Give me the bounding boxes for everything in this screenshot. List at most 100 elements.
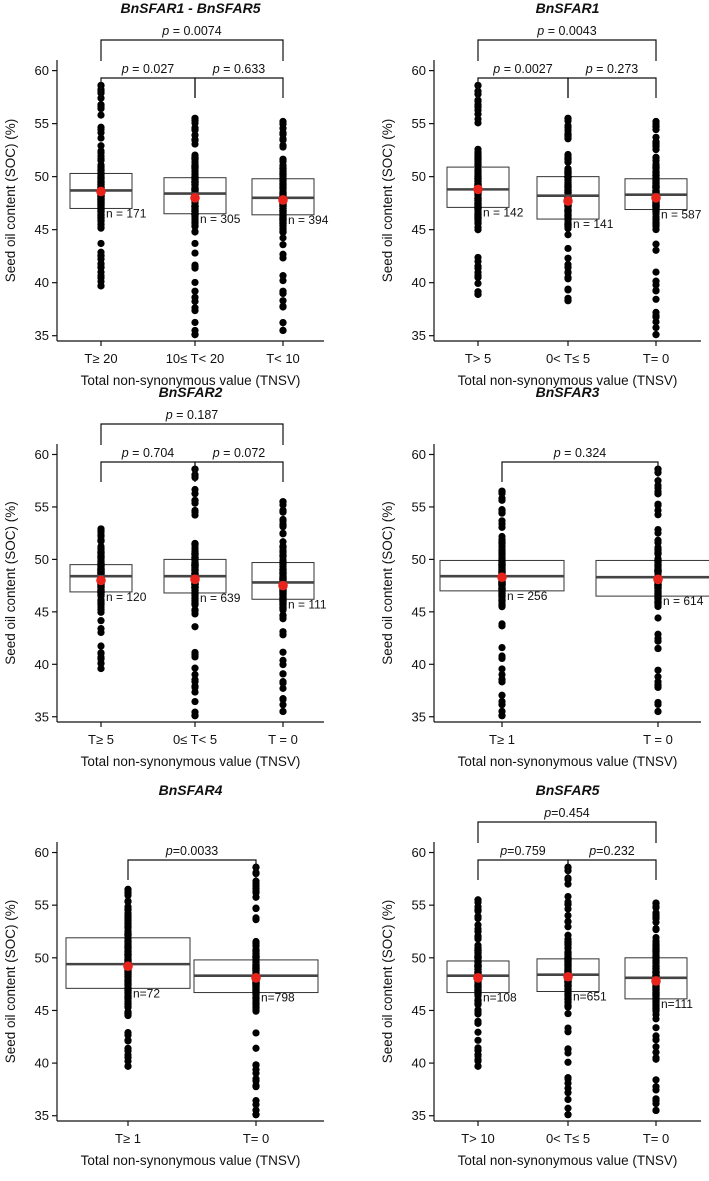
- data-point: [191, 318, 199, 327]
- data-point: [279, 234, 287, 242]
- data-point: [252, 904, 260, 912]
- p-symbol: p: [588, 844, 596, 858]
- n-label: n = 120: [106, 590, 147, 604]
- p-symbol: p: [121, 446, 129, 460]
- data-point: [652, 1097, 660, 1105]
- data-point: [652, 324, 660, 332]
- data-point: [124, 898, 132, 906]
- p-value-label: p = 0.0043: [536, 24, 596, 38]
- data-point: [652, 240, 660, 248]
- data-point: [564, 275, 572, 283]
- box-group: T< 10 n = 394: [251, 117, 329, 366]
- y-tick-label: 60: [35, 845, 49, 860]
- data-point: [474, 1017, 482, 1025]
- data-point-max: [652, 117, 660, 126]
- data-point: [279, 523, 287, 531]
- data-point: [654, 501, 662, 510]
- y-tick-label: 55: [35, 116, 49, 131]
- data-point: [652, 933, 660, 942]
- data-point: [191, 565, 199, 574]
- data-point: [279, 164, 287, 172]
- data-point: [564, 900, 572, 909]
- data-point: [124, 986, 132, 994]
- data-point-max: [279, 498, 287, 506]
- data-point: [564, 153, 572, 162]
- mean-marker: [651, 193, 661, 203]
- n-label: n=111: [661, 997, 693, 1011]
- data-point: [191, 261, 199, 269]
- y-tick-label: 45: [412, 604, 426, 619]
- data-point: [191, 485, 199, 494]
- data-point: [564, 880, 572, 888]
- x-tick-label: T≥ 20: [84, 351, 117, 366]
- data-point: [279, 302, 287, 310]
- data-point: [191, 496, 199, 504]
- data-point: [279, 254, 287, 262]
- data-point: [191, 697, 199, 706]
- y-tick-label: 40: [35, 275, 49, 290]
- data-point: [498, 554, 506, 562]
- data-point: [279, 508, 287, 516]
- data-point-max: [474, 896, 482, 904]
- x-axis-label: Total non-synonymous value (TNSV): [458, 754, 678, 769]
- data-point: [654, 566, 662, 574]
- y-tick-label: 50: [35, 552, 49, 567]
- data-points: [652, 899, 660, 1115]
- data-point: [564, 951, 572, 959]
- data-point: [654, 666, 662, 674]
- y-tick-label: 40: [35, 657, 49, 672]
- data-point: [564, 1002, 572, 1010]
- data-point: [191, 136, 199, 144]
- p-value-label: p = 0.633: [212, 62, 266, 76]
- data-point: [564, 958, 572, 966]
- y-tick-label: 60: [35, 447, 49, 462]
- data-point: [279, 695, 287, 703]
- data-point: [124, 976, 132, 985]
- data-point: [279, 543, 287, 551]
- data-point: [191, 506, 199, 515]
- data-point: [124, 944, 132, 952]
- data-point: [654, 614, 662, 622]
- panel-5: BnSFAR4 35 40 45 50 55 60 Seed oil content (SOC…: [3, 782, 324, 1168]
- data-point: [654, 698, 662, 707]
- data-point: [97, 134, 105, 142]
- significance-bracket: p = 0.0074: [100, 24, 284, 61]
- mean-marker: [251, 973, 261, 983]
- n-label: n = 614: [663, 594, 704, 608]
- p-symbol: p: [492, 62, 500, 76]
- significance-bracket: p=0.0033: [127, 844, 257, 880]
- data-point: [97, 617, 105, 625]
- data-point: [654, 644, 662, 653]
- bracket-line: [567, 77, 657, 98]
- y-tick-label: 35: [35, 709, 49, 724]
- y-axis-label: Seed oil content (SOC) (%): [380, 119, 395, 283]
- y-axis-label: Seed oil content (SOC) (%): [380, 900, 395, 1064]
- data-point: [97, 592, 105, 600]
- data-point: [564, 223, 572, 231]
- panel-4: BnSFAR3 35 40 45 50 55 60 Seed oil content (SOC…: [380, 384, 709, 769]
- y-tick-label: 45: [35, 604, 49, 619]
- significance-bracket: p = 0.0027: [477, 62, 569, 98]
- data-point-max: [652, 899, 660, 907]
- p-value-label: p=0.759: [499, 844, 546, 858]
- data-points: [97, 525, 105, 673]
- data-point: [564, 1024, 572, 1032]
- x-tick-label: 0< T≤ 5: [546, 1131, 590, 1146]
- data-point: [652, 139, 660, 147]
- y-tick-label: 60: [412, 845, 426, 860]
- data-point: [474, 145, 482, 153]
- data-point-min: [564, 297, 572, 305]
- data-point: [191, 664, 199, 672]
- data-point: [279, 184, 287, 192]
- box-group: 0< T≤ 5 n=651: [536, 863, 607, 1146]
- data-point-max: [279, 117, 287, 126]
- data-point: [652, 964, 660, 973]
- mean-marker: [190, 574, 200, 585]
- data-point-min: [652, 331, 660, 339]
- data-point: [97, 649, 105, 657]
- data-point: [191, 228, 199, 236]
- p-value: =0.232: [596, 844, 635, 858]
- data-point: [97, 142, 105, 150]
- data-point: [654, 637, 662, 645]
- panel-title: BnSFAR3: [536, 384, 600, 400]
